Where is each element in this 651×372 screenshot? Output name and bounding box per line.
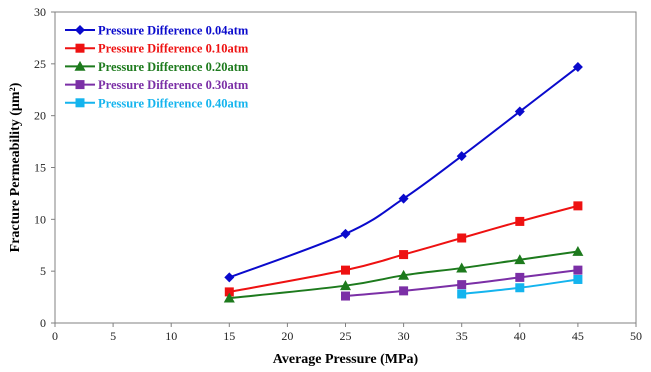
y-axis-title: Fracture Permeability (μm²) bbox=[8, 82, 23, 252]
legend-entry: Pressure Difference 0.10atm bbox=[65, 42, 249, 56]
x-tick-label: 45 bbox=[572, 329, 584, 343]
data-point bbox=[340, 228, 351, 239]
series-layer bbox=[223, 61, 584, 303]
data-point bbox=[572, 61, 583, 72]
data-point bbox=[224, 272, 235, 283]
data-point bbox=[457, 233, 467, 243]
data-point bbox=[573, 274, 583, 284]
x-tick-label: 25 bbox=[340, 329, 352, 343]
data-point bbox=[457, 280, 467, 290]
y-tick-label: 15 bbox=[34, 161, 46, 175]
data-point bbox=[515, 283, 525, 293]
x-tick-label: 10 bbox=[165, 329, 177, 343]
x-tick-label: 30 bbox=[398, 329, 410, 343]
x-tick-label: 40 bbox=[514, 329, 526, 343]
data-point bbox=[573, 265, 583, 275]
data-point bbox=[399, 250, 409, 260]
legend-entry: Pressure Difference 0.40atm bbox=[65, 96, 249, 110]
y-tick-label: 30 bbox=[34, 5, 46, 19]
series-4 bbox=[341, 265, 583, 301]
data-point bbox=[514, 106, 525, 117]
legend-label: Pressure Difference 0.04atm bbox=[98, 24, 249, 38]
data-point bbox=[572, 245, 584, 256]
data-point bbox=[515, 272, 525, 282]
legend-marker bbox=[74, 60, 86, 71]
data-point bbox=[341, 265, 350, 275]
series-2 bbox=[224, 201, 583, 297]
x-tick-label: 35 bbox=[456, 329, 468, 343]
y-tick-label: 5 bbox=[40, 264, 46, 278]
data-point bbox=[223, 292, 235, 303]
legend-entry: Pressure Difference 0.04atm bbox=[65, 24, 249, 38]
x-tick-label: 50 bbox=[630, 329, 642, 343]
legend-label: Pressure Difference 0.20atm bbox=[98, 60, 249, 74]
x-tick-label: 0 bbox=[52, 329, 58, 343]
data-point bbox=[515, 216, 525, 226]
axes: 0 5 10 15 20 25 30 35 40 45 50 0 5 10 15 20 25 30 bbox=[34, 5, 642, 343]
x-tick-label: 20 bbox=[281, 329, 293, 343]
data-point bbox=[398, 269, 410, 280]
data-point bbox=[399, 286, 409, 296]
legend: Pressure Difference 0.04atm Pressure Diff… bbox=[65, 24, 249, 110]
legend-marker bbox=[75, 80, 85, 90]
series-1 bbox=[224, 61, 583, 283]
y-tick-label: 25 bbox=[34, 57, 46, 71]
legend-label: Pressure Difference 0.10atm bbox=[98, 42, 249, 56]
x-tick-label: 15 bbox=[223, 329, 235, 343]
series-3 bbox=[223, 245, 584, 303]
x-axis-title: Average Pressure (MPa) bbox=[273, 352, 419, 367]
data-point bbox=[457, 289, 467, 299]
legend-label: Pressure Difference 0.30atm bbox=[98, 78, 249, 92]
y-tick-label: 0 bbox=[40, 316, 46, 330]
data-point bbox=[456, 262, 468, 273]
legend-entry: Pressure Difference 0.20atm bbox=[65, 60, 249, 74]
legend-marker bbox=[75, 25, 85, 35]
data-point bbox=[224, 287, 234, 297]
y-tick-label: 20 bbox=[34, 109, 46, 123]
legend-marker bbox=[75, 98, 85, 108]
legend-marker bbox=[75, 43, 85, 53]
data-point bbox=[340, 280, 351, 291]
y-tick-label: 10 bbox=[34, 212, 46, 226]
plot-area bbox=[54, 11, 637, 324]
data-point bbox=[456, 151, 467, 162]
data-point bbox=[341, 291, 350, 301]
legend-entry: Pressure Difference 0.30atm bbox=[65, 78, 249, 92]
data-point bbox=[514, 254, 526, 265]
data-point bbox=[573, 201, 583, 211]
series-5 bbox=[457, 274, 583, 299]
data-point bbox=[398, 193, 409, 204]
x-tick-label: 5 bbox=[110, 329, 116, 343]
legend-label: Pressure Difference 0.40atm bbox=[98, 96, 249, 110]
